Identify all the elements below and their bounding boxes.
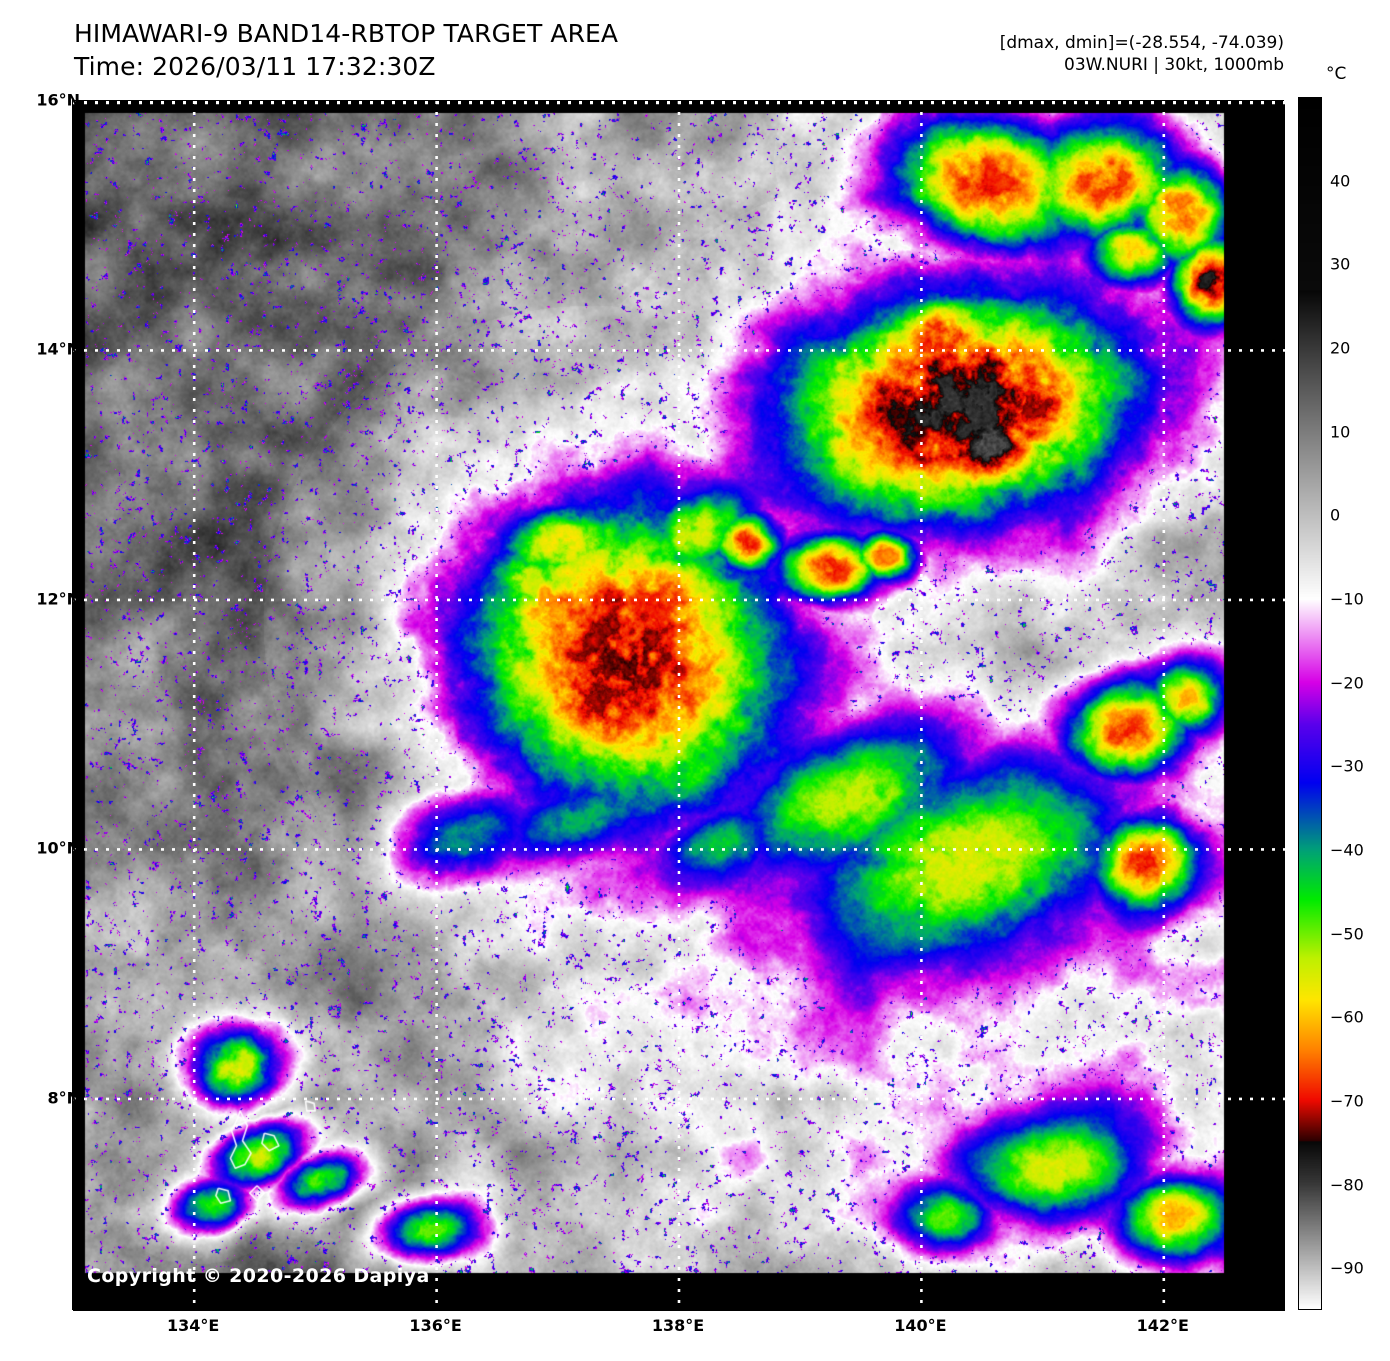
latitude-tick-12°N: 12°N: [36, 589, 80, 609]
longitude-tick-140°E: 140°E: [894, 1316, 947, 1335]
colorbar-tick--90: −90: [1330, 1258, 1364, 1278]
latitude-tick-10°N: 10°N: [36, 838, 80, 858]
colorbar-tick-0: 0: [1330, 505, 1341, 525]
longitude-tick-134°E: 134°E: [167, 1316, 220, 1335]
temperature-colorbar: [1298, 97, 1322, 1310]
latitude-tick-8°N: 8°N: [47, 1088, 80, 1108]
colorbar-tick--40: −40: [1330, 840, 1364, 860]
colorbar-tick--20: −20: [1330, 673, 1364, 693]
longitude-tick-138°E: 138°E: [651, 1316, 705, 1335]
colorbar-tick--70: −70: [1330, 1091, 1364, 1111]
colorbar-tick--10: −10: [1330, 589, 1364, 609]
metadata-block: [dmax, dmin]=(-28.554, -74.039) 03W.NURI…: [1000, 32, 1284, 77]
storm-info-label: 03W.NURI | 30kt, 1000mb: [1064, 55, 1284, 76]
colorbar-unit-label: °C: [1326, 64, 1347, 84]
colorbar-tick--80: −80: [1330, 1175, 1364, 1195]
title-block: HIMAWARI-9 BAND14-RBTOP TARGET AREA Time…: [74, 18, 618, 83]
longitude-tick-136°E: 136°E: [409, 1316, 462, 1335]
lat-lon-gridlines: [73, 101, 1285, 1311]
page-title: HIMAWARI-9 BAND14-RBTOP TARGET AREA: [74, 19, 619, 48]
colorbar-tick--50: −50: [1330, 924, 1364, 944]
colorbar-tick--30: −30: [1330, 756, 1364, 776]
colorbar-tick--60: −60: [1330, 1007, 1364, 1027]
colorbar-tick-20: 20: [1330, 338, 1351, 358]
satellite-map-axes: Copyright © 2020-2026 Dapiya: [72, 100, 1285, 1311]
latitude-tick-16°N: 16°N: [36, 90, 80, 110]
colorbar-gradient: [1299, 98, 1321, 1309]
colorbar-tick-30: 30: [1330, 254, 1351, 274]
longitude-tick-142°E: 142°E: [1136, 1316, 1189, 1335]
colorbar-tick-10: 10: [1330, 422, 1351, 442]
colorbar-tick-40: 40: [1330, 171, 1351, 191]
latitude-tick-14°N: 14°N: [36, 339, 80, 359]
timestamp-label: Time: 2026/03/11 17:32:30Z: [74, 51, 436, 81]
copyright-label: Copyright © 2020-2026 Dapiya: [87, 1265, 430, 1287]
dmax-dmin-label: [dmax, dmin]=(-28.554, -74.039): [999, 33, 1284, 53]
